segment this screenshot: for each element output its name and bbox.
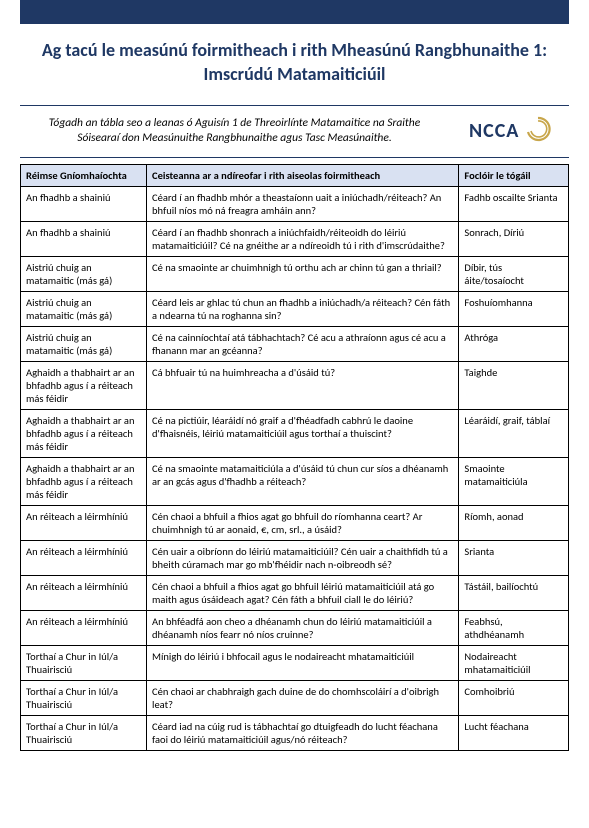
table-row: An réiteach a léirmhíniúCén chaoi a bhfu… <box>21 575 569 610</box>
col-header-3: Foclóir le tógáil <box>459 164 569 186</box>
table-row: Torthaí a Chur in Iúl/a ThuairisciúCén c… <box>21 680 569 715</box>
cell-col3: Ríomh, aonad <box>459 505 569 540</box>
cell-col1: Aghaidh a thabhairt ar an bhfadhb agus í… <box>21 361 147 409</box>
cell-col1: Torthaí a Chur in Iúl/a Thuairisciú <box>21 680 147 715</box>
cell-col2: Cé na smaointe matamaiticiúla a d'úsáid … <box>147 457 459 505</box>
table-row: Aistriú chuig an matamaitic (más gá)Céar… <box>21 291 569 326</box>
cell-col1: An fhadhb a shainiú <box>21 186 147 221</box>
cell-col1: Aghaidh a thabhairt ar an bhfadhb agus í… <box>21 409 147 457</box>
table-row: An réiteach a léirmhíniúCén uair a oibrí… <box>21 540 569 575</box>
table-row: Aistriú chuig an matamaitic (más gá)Cé n… <box>21 256 569 291</box>
cell-col1: Aistriú chuig an matamaitic (más gá) <box>21 291 147 326</box>
cell-col1: Aghaidh a thabhairt ar an bhfadhb agus í… <box>21 457 147 505</box>
logo-swirl-icon <box>525 116 551 147</box>
cell-col3: Sonrach, Díriú <box>459 221 569 256</box>
cell-col1: An réiteach a léirmhíniú <box>21 540 147 575</box>
cell-col3: Smaointe matamaiticiúla <box>459 457 569 505</box>
cell-col3: Comhoibriú <box>459 680 569 715</box>
cell-col2: Céard iad na cúig rud is tábhachtaí go d… <box>147 715 459 750</box>
content-table: Réimse Gníomhaíochta Ceisteanna ar a ndí… <box>20 164 569 751</box>
cell-col2: An bhféadfá aon cheo a dhéanamh chun do … <box>147 610 459 645</box>
intro-text: Tógadh an tábla seo a leanas ó Aguisín 1… <box>24 116 445 147</box>
cell-col3: Lucht féachana <box>459 715 569 750</box>
cell-col1: Aistriú chuig an matamaitic (más gá) <box>21 256 147 291</box>
cell-col2: Cén chaoi ar chabhraigh gach duine de do… <box>147 680 459 715</box>
table-row: Aghaidh a thabhairt ar an bhfadhb agus í… <box>21 457 569 505</box>
cell-col2: Cé na smaointe ar chuimhnigh tú orthu ac… <box>147 256 459 291</box>
cell-col3: Taighde <box>459 361 569 409</box>
cell-col3: Foshuíomhanna <box>459 291 569 326</box>
cell-col2: Céard í an fhadhb shonrach a iniúchfaidh… <box>147 221 459 256</box>
cell-col2: Cén chaoi a bhfuil a fhios agat go bhfui… <box>147 575 459 610</box>
cell-col3: Díbir, tús áite/tosaíocht <box>459 256 569 291</box>
cell-col1: An réiteach a léirmhíniú <box>21 610 147 645</box>
cell-col2: Cá bhfuair tú na huimhreacha a d'úsáid t… <box>147 361 459 409</box>
cell-col3: Athróga <box>459 326 569 361</box>
ncca-logo: NCCA <box>455 116 565 147</box>
table-row: An réiteach a léirmhíniúCén chaoi a bhfu… <box>21 505 569 540</box>
table-row: Aghaidh a thabhairt ar an bhfadhb agus í… <box>21 409 569 457</box>
table-row: Torthaí a Chur in Iúl/a ThuairisciúCéard… <box>21 715 569 750</box>
header-bar <box>20 0 569 24</box>
cell-col1: Aistriú chuig an matamaitic (más gá) <box>21 326 147 361</box>
cell-col1: Torthaí a Chur in Iúl/a Thuairisciú <box>21 645 147 680</box>
cell-col2: Céard í an fhadhb mhór a theastaíonn uai… <box>147 186 459 221</box>
cell-col2: Cé na cainníochtaí atá tábhachtach? Cé a… <box>147 326 459 361</box>
cell-col3: Fadhb oscailte Srianta <box>459 186 569 221</box>
cell-col1: An réiteach a léirmhíniú <box>21 505 147 540</box>
cell-col3: Léaráidí, graif, táblaí <box>459 409 569 457</box>
cell-col3: Srianta <box>459 540 569 575</box>
cell-col2: Cé na pictiúir, léaráidí nó graif a d'fh… <box>147 409 459 457</box>
intro-row: Tógadh an tábla seo a leanas ó Aguisín 1… <box>20 105 569 158</box>
table-header-row: Réimse Gníomhaíochta Ceisteanna ar a ndí… <box>21 164 569 186</box>
table-row: An réiteach a léirmhíniúAn bhféadfá aon … <box>21 610 569 645</box>
cell-col3: Tástáil, bailíochtú <box>459 575 569 610</box>
cell-col1: An réiteach a léirmhíniú <box>21 575 147 610</box>
table-row: Torthaí a Chur in Iúl/a ThuairisciúMínig… <box>21 645 569 680</box>
table-row: Aghaidh a thabhairt ar an bhfadhb agus í… <box>21 361 569 409</box>
cell-col3: Nodaireacht mhatamaiticiúil <box>459 645 569 680</box>
table-row: An fhadhb a shainiúCéard í an fhadhb sho… <box>21 221 569 256</box>
cell-col1: An fhadhb a shainiú <box>21 221 147 256</box>
cell-col2: Céard leis ar ghlac tú chun an fhadhb a … <box>147 291 459 326</box>
table-row: Aistriú chuig an matamaitic (más gá)Cé n… <box>21 326 569 361</box>
cell-col3: Feabhsú, athdhéanamh <box>459 610 569 645</box>
logo-text: NCCA <box>469 119 519 143</box>
col-header-2: Ceisteanna ar a ndíreofar i rith aiseola… <box>147 164 459 186</box>
cell-col1: Torthaí a Chur in Iúl/a Thuairisciú <box>21 715 147 750</box>
col-header-1: Réimse Gníomhaíochta <box>21 164 147 186</box>
page-title: Ag tacú le measúnú foirmitheach i rith M… <box>20 38 569 87</box>
cell-col2: Cén chaoi a bhfuil a fhios agat go bhfui… <box>147 505 459 540</box>
table-row: An fhadhb a shainiúCéard í an fhadhb mhó… <box>21 186 569 221</box>
cell-col2: Cén uair a oibríonn do léiriú matamaitic… <box>147 540 459 575</box>
cell-col2: Mínigh do léiriú i bhfocail agus le noda… <box>147 645 459 680</box>
